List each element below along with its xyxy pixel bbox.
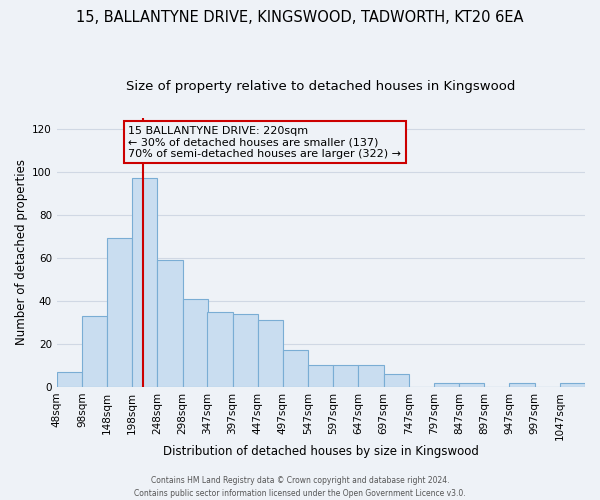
Bar [82, 316, 107, 387]
Bar [233, 314, 257, 387]
Bar [107, 238, 133, 387]
Bar [257, 320, 283, 387]
Text: 15, BALLANTYNE DRIVE, KINGSWOOD, TADWORTH, KT20 6EA: 15, BALLANTYNE DRIVE, KINGSWOOD, TADWORT… [76, 10, 524, 25]
Title: Size of property relative to detached houses in Kingswood: Size of property relative to detached ho… [126, 80, 515, 93]
Text: Contains HM Land Registry data © Crown copyright and database right 2024.
Contai: Contains HM Land Registry data © Crown c… [134, 476, 466, 498]
Bar [383, 374, 409, 387]
Text: 15 BALLANTYNE DRIVE: 220sqm
← 30% of detached houses are smaller (137)
70% of se: 15 BALLANTYNE DRIVE: 220sqm ← 30% of det… [128, 126, 401, 159]
Bar [208, 312, 233, 387]
Bar [358, 366, 383, 387]
Bar [157, 260, 182, 387]
Bar [133, 178, 157, 387]
Y-axis label: Number of detached properties: Number of detached properties [15, 160, 28, 346]
Bar [57, 372, 82, 387]
Bar [560, 382, 585, 387]
Bar [308, 366, 333, 387]
Bar [182, 298, 208, 387]
Bar [333, 366, 358, 387]
Bar [283, 350, 308, 387]
X-axis label: Distribution of detached houses by size in Kingswood: Distribution of detached houses by size … [163, 444, 479, 458]
Bar [434, 382, 459, 387]
Bar [509, 382, 535, 387]
Bar [459, 382, 484, 387]
